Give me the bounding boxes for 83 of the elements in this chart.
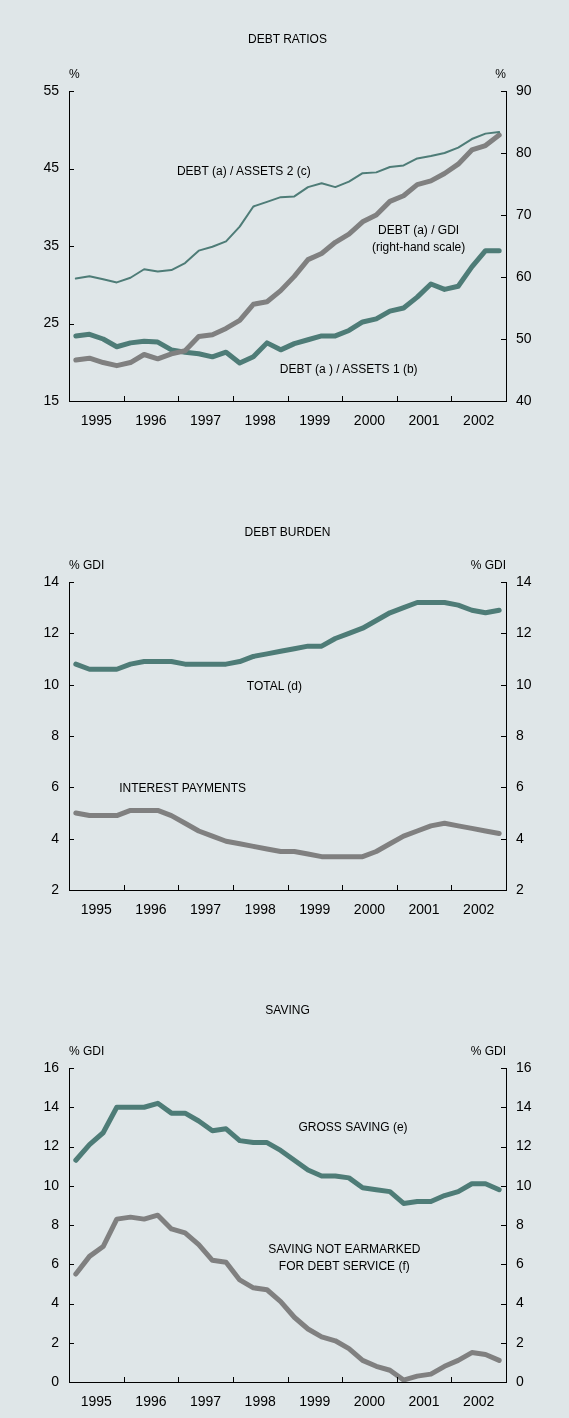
y-tick-label: 12	[43, 624, 60, 641]
y-tick-label: 35	[43, 236, 60, 253]
y2-tick-label: 90	[516, 81, 532, 98]
x-tick-label: 1996	[135, 901, 167, 918]
y-tick-label: 10	[43, 675, 60, 692]
y2-axis-title: % GDI	[470, 558, 506, 573]
y2-tick-label: 12	[516, 1137, 532, 1154]
x-tick-label: 2001	[408, 412, 440, 429]
x-tick-label: 1995	[80, 1393, 113, 1410]
x-tick-label: 1997	[189, 1393, 222, 1410]
x-tick-label: 1996	[135, 1393, 167, 1410]
x-tick-label: 1995	[80, 901, 113, 918]
y2-axis-title: %	[495, 67, 507, 82]
y-tick-label: 14	[43, 1098, 60, 1115]
x-tick-label: 1999	[299, 412, 331, 429]
x-tick-label: 2000	[353, 1393, 386, 1410]
y2-tick-label: 8	[516, 726, 524, 743]
y2-tick-label: 0	[516, 1372, 524, 1389]
x-tick-label: 1998	[244, 901, 276, 918]
y-axis-title: % GDI	[69, 1044, 105, 1059]
y2-tick-label: 2	[516, 880, 524, 897]
x-tick-label: 2000	[353, 901, 386, 918]
y2-tick-label: 80	[516, 143, 532, 160]
y2-tick-label: 70	[516, 205, 532, 222]
y-tick-label: 10	[43, 1176, 60, 1193]
y2-tick-label: 4	[516, 1294, 524, 1311]
series-label: INTEREST PAYMENTS	[119, 780, 246, 795]
series-label: DEBT (a) / ASSETS 2 (c)	[176, 163, 311, 178]
y-tick-label: 12	[43, 1137, 60, 1154]
x-tick-label: 1997	[189, 901, 222, 918]
series-label: DEBT (a ) / ASSETS 1 (b)	[279, 362, 418, 377]
y-tick-label: 0	[51, 1372, 60, 1389]
x-tick-label: 1995	[80, 412, 113, 429]
y2-tick-label: 40	[516, 391, 532, 408]
x-tick-label: 2002	[463, 901, 495, 918]
y-tick-label: 15	[43, 391, 60, 408]
y-axis-title: % GDI	[69, 558, 105, 573]
chart-title: DEBT RATIOS	[248, 32, 327, 47]
series-label: TOTAL (d)	[246, 679, 302, 694]
y2-tick-label: 14	[516, 572, 532, 589]
x-tick-label: 1997	[189, 412, 222, 429]
y2-tick-label: 10	[516, 675, 532, 692]
y-tick-label: 55	[43, 81, 60, 98]
y-tick-label: 2	[51, 880, 60, 897]
chart-title: SAVING	[265, 1003, 310, 1018]
y2-axis-title: % GDI	[470, 1044, 506, 1059]
y-tick-label: 8	[51, 1215, 60, 1232]
x-tick-label: 1999	[299, 1393, 331, 1410]
y2-tick-label: 16	[516, 1058, 532, 1075]
y2-tick-label: 2	[516, 1333, 524, 1350]
y-tick-label: 2	[51, 1333, 60, 1350]
y-tick-label: 16	[43, 1058, 60, 1075]
y-tick-label: 4	[51, 829, 60, 846]
y2-tick-label: 60	[516, 267, 532, 284]
y2-tick-label: 50	[516, 329, 532, 346]
x-tick-label: 1998	[244, 412, 276, 429]
y-tick-label: 6	[51, 778, 60, 795]
chart-title: DEBT BURDEN	[244, 525, 331, 540]
y2-tick-label: 6	[516, 1255, 524, 1272]
x-tick-label: 2001	[408, 1393, 440, 1410]
y-axis-title: %	[69, 67, 80, 82]
y-tick-label: 45	[43, 159, 60, 176]
y2-tick-label: 6	[516, 778, 524, 795]
series-label: SAVING NOT EARMARKED FOR DEBT SERVICE (f)	[268, 1242, 421, 1274]
y2-tick-label: 8	[516, 1215, 524, 1232]
x-tick-label: 1999	[299, 901, 331, 918]
y2-tick-label: 4	[516, 829, 524, 846]
series-label: GROSS SAVING (e)	[298, 1119, 408, 1134]
x-tick-label: 2000	[353, 412, 386, 429]
y-tick-label: 6	[51, 1255, 60, 1272]
y-tick-label: 14	[43, 572, 60, 589]
y-tick-label: 8	[51, 726, 60, 743]
y2-tick-label: 14	[516, 1098, 532, 1115]
y2-tick-label: 10	[516, 1176, 532, 1193]
y-tick-label: 25	[43, 314, 60, 331]
y-tick-label: 4	[51, 1294, 60, 1311]
x-tick-label: 1998	[244, 1393, 276, 1410]
x-tick-label: 1996	[135, 412, 167, 429]
x-tick-label: 2002	[463, 1393, 495, 1410]
x-tick-label: 2001	[408, 901, 440, 918]
x-tick-label: 2002	[463, 412, 495, 429]
series-label: DEBT (a) / GDI (right-hand scale)	[371, 222, 466, 254]
y2-tick-label: 12	[516, 624, 532, 641]
